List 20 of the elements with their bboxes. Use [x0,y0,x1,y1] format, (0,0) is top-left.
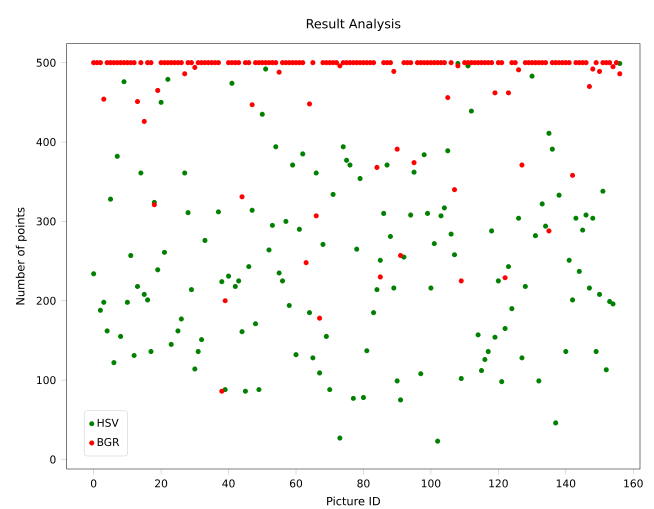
x-tick-label: 40 [222,479,235,488]
y-tick-label: 0 [50,455,56,464]
y-tick-label: 200 [36,296,56,305]
y-tick-label: 100 [37,376,56,384]
x-tick-label: 120 [489,479,508,488]
chart-title: Result Analysis [306,18,400,31]
x-tick-label: 140 [556,479,576,488]
x-tick-label: 0 [90,479,96,488]
x-tick-label: 100 [422,479,440,488]
y-tick-label: 400 [36,138,56,146]
x-tick-label: 160 [624,479,643,488]
y-tick-label: 500 [36,58,56,67]
legend-label: HSV [98,418,119,427]
legend-label: BGR [98,438,120,446]
y-axis-title: Number of points [16,208,27,304]
x-tick-label: 20 [155,479,168,488]
x-tick-label: 80 [357,479,370,488]
y-tick-label: 300 [36,217,56,226]
x-tick-label: 60 [290,479,302,488]
x-axis-title: Picture ID [327,496,380,506]
